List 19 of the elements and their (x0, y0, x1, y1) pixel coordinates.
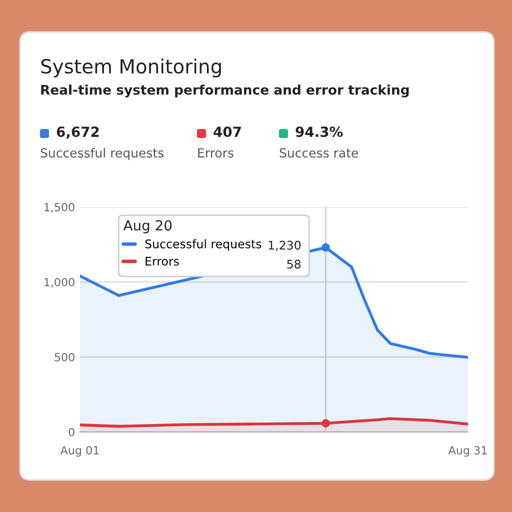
legend-label: Successful requests (145, 239, 262, 251)
legend-title: Aug 20 (123, 220, 172, 234)
text: Real-time system performance and error tracking (41, 84, 409, 98)
text: System Monitoring (41, 58, 221, 78)
legend-label: Errors (146, 256, 179, 266)
text: 407 (214, 126, 241, 138)
text: Success rate (280, 148, 358, 158)
y-tick-label: 1,000 (44, 278, 74, 288)
x-tick-label: Aug 01 (60, 446, 99, 457)
y-tick-label: 500 (54, 352, 74, 362)
text: 6,672 (56, 126, 99, 139)
y-tick-label: 1,500 (44, 202, 74, 213)
y-tick-label: 0 (68, 428, 74, 436)
text: Successful requests (40, 148, 164, 160)
annotation: 1,230 (268, 240, 301, 251)
text: Errors (198, 148, 234, 158)
text: 94.3% (296, 126, 343, 138)
annotation: 58 (287, 260, 301, 269)
x-tick-label: Aug 31 (448, 446, 487, 457)
